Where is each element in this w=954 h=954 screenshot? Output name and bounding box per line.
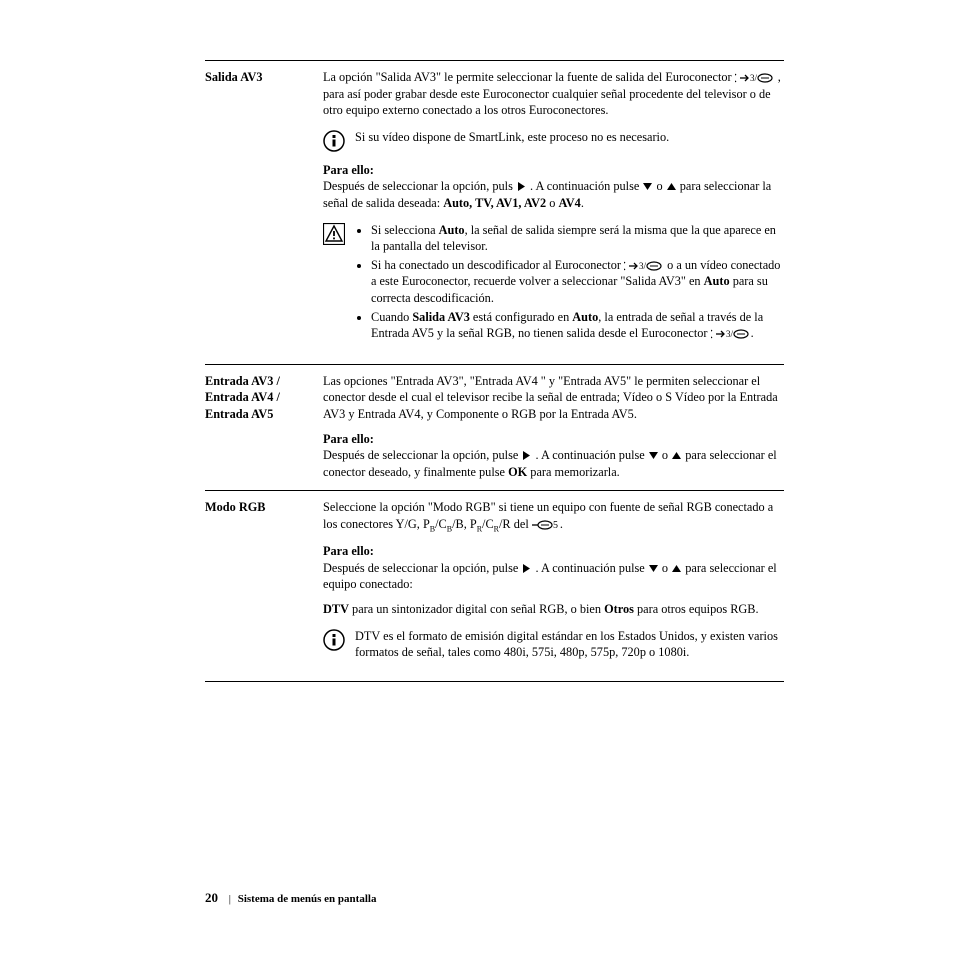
text: para otros equipos RGB. bbox=[634, 602, 759, 616]
text: o bbox=[662, 561, 671, 575]
down-arrow-icon bbox=[648, 450, 659, 461]
scart-icon bbox=[735, 72, 775, 83]
right-arrow-icon bbox=[521, 563, 532, 574]
right-arrow-icon bbox=[521, 450, 532, 461]
warning-bullet-list: Si selecciona Auto, la señal de salida s… bbox=[355, 222, 784, 342]
text: Si selecciona bbox=[371, 223, 439, 237]
para-ello-heading: Para ello: bbox=[323, 544, 374, 558]
info-note: Si su vídeo dispone de SmartLink, este p… bbox=[323, 129, 784, 152]
bold-text: Auto bbox=[439, 223, 465, 237]
text: está configurado en bbox=[470, 310, 572, 324]
warning-icon bbox=[323, 223, 345, 245]
para-ello-block: Para ello: Después de seleccionar la opc… bbox=[323, 543, 784, 593]
down-arrow-icon bbox=[642, 181, 653, 192]
note-text: DTV es el formato de emisión digital est… bbox=[355, 628, 784, 661]
scart-icon bbox=[624, 260, 664, 271]
text: /R del bbox=[499, 517, 532, 531]
text: /C bbox=[482, 517, 494, 531]
bold-text: AV4 bbox=[558, 196, 580, 210]
warning-text: Si selecciona Auto, la señal de salida s… bbox=[355, 222, 784, 344]
dtv-paragraph: DTV para un sintonizador digital con señ… bbox=[323, 601, 784, 618]
footer-section-title: Sistema de menús en pantalla bbox=[238, 893, 377, 905]
para-ello-heading: Para ello: bbox=[323, 432, 374, 446]
info-note: DTV es el formato de emisión digital est… bbox=[323, 628, 784, 661]
text: Si ha conectado un descodificador al Eur… bbox=[371, 258, 624, 272]
right-arrow-icon bbox=[516, 181, 527, 192]
page-footer: 20 | Sistema de menús en pantalla bbox=[205, 890, 376, 906]
text: . A continuación pulse bbox=[535, 448, 647, 462]
text: /C bbox=[435, 517, 447, 531]
scart-icon bbox=[711, 328, 751, 339]
para-ello-heading: Para ello: bbox=[323, 163, 374, 177]
bold-text: Otros bbox=[604, 602, 634, 616]
bullet-item: Si ha conectado un descodificador al Eur… bbox=[371, 257, 784, 307]
text: . bbox=[560, 517, 563, 531]
down-arrow-icon bbox=[648, 563, 659, 574]
text: Después de seleccionar la opción, puls bbox=[323, 179, 516, 193]
intro-paragraph: La opción "Salida AV3" le permite selecc… bbox=[323, 69, 784, 119]
text: . bbox=[581, 196, 584, 210]
bullet-item: Cuando Salida AV3 está configurado en Au… bbox=[371, 309, 784, 342]
text: Después de seleccionar la opción, pulse bbox=[323, 561, 521, 575]
text: para memorizarla. bbox=[527, 465, 620, 479]
para-ello-block: Para ello: Después de seleccionar la opc… bbox=[323, 162, 784, 212]
section-salida-av3: Salida AV3 La opción "Salida AV3" le per… bbox=[205, 61, 784, 365]
text: Después de seleccionar la opción, pulse bbox=[323, 448, 521, 462]
section-body: La opción "Salida AV3" le permite selecc… bbox=[323, 61, 784, 364]
note-text: Si su vídeo dispone de SmartLink, este p… bbox=[355, 129, 784, 152]
bold-text: Auto bbox=[572, 310, 598, 324]
page-number: 20 bbox=[205, 890, 218, 905]
info-icon bbox=[323, 629, 345, 651]
section-label: Entrada AV3 / Entrada AV4 / Entrada AV5 bbox=[205, 365, 323, 491]
text: . A continuación pulse bbox=[535, 561, 647, 575]
footer-separator: | bbox=[229, 893, 231, 905]
connector-5-icon bbox=[532, 519, 560, 530]
warning-note: Si selecciona Auto, la señal de salida s… bbox=[323, 222, 784, 344]
info-icon bbox=[323, 130, 345, 152]
section-modo-rgb: Modo RGB Seleccione la opción "Modo RGB"… bbox=[205, 491, 784, 681]
text: Cuando bbox=[371, 310, 412, 324]
section-entrada-av: Entrada AV3 / Entrada AV4 / Entrada AV5 … bbox=[205, 365, 784, 492]
bold-text: DTV bbox=[323, 602, 349, 616]
bold-text: OK bbox=[508, 465, 527, 479]
bullet-item: Si selecciona Auto, la señal de salida s… bbox=[371, 222, 784, 255]
text: o bbox=[662, 448, 671, 462]
para-ello-block: Para ello: Después de seleccionar la opc… bbox=[323, 431, 784, 481]
intro-paragraph: Las opciones "Entrada AV3", "Entrada AV4… bbox=[323, 373, 784, 423]
section-body: Seleccione la opción "Modo RGB" si tiene… bbox=[323, 491, 784, 680]
up-arrow-icon bbox=[671, 563, 682, 574]
up-arrow-icon bbox=[671, 450, 682, 461]
intro-paragraph: Seleccione la opción "Modo RGB" si tiene… bbox=[323, 499, 784, 535]
bold-text: Auto, TV, AV1, AV2 bbox=[443, 196, 546, 210]
section-label: Salida AV3 bbox=[205, 61, 323, 364]
up-arrow-icon bbox=[666, 181, 677, 192]
text: . A continuación pulse bbox=[530, 179, 642, 193]
text: . bbox=[751, 326, 754, 340]
section-label: Modo RGB bbox=[205, 491, 323, 680]
text: La opción "Salida AV3" le permite selecc… bbox=[323, 70, 735, 84]
section-body: Las opciones "Entrada AV3", "Entrada AV4… bbox=[323, 365, 784, 491]
text: o bbox=[656, 179, 665, 193]
bold-text: Salida AV3 bbox=[412, 310, 470, 324]
text: /B, P bbox=[452, 517, 477, 531]
bold-text: Auto bbox=[704, 274, 730, 288]
manual-page: Salida AV3 La opción "Salida AV3" le per… bbox=[205, 60, 784, 682]
text: para un sintonizador digital con señal R… bbox=[349, 602, 604, 616]
